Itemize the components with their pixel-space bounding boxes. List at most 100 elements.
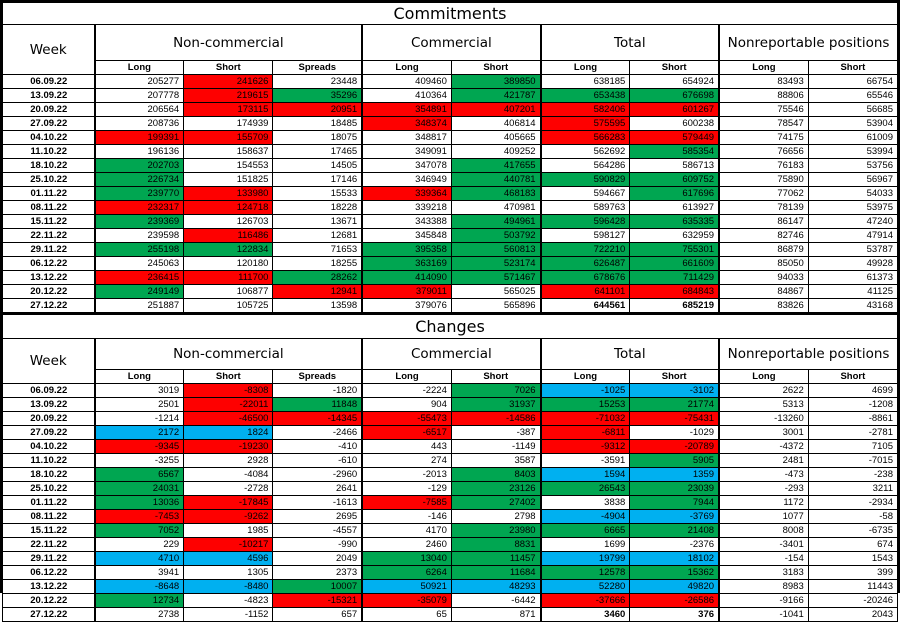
value-cell: 2373 [272, 565, 363, 580]
value-cell: 7026 [450, 383, 542, 398]
group-header-total: Total [539, 338, 720, 370]
value-cell: 174939 [183, 116, 274, 131]
week-cell: 11.10.22 [2, 453, 96, 468]
value-cell: 56967 [807, 172, 899, 187]
table-row: 06.12.22 245063 120180 18255 363169 523174 626… [2, 256, 899, 271]
value-cell: 53994 [807, 144, 899, 159]
subheader-nonrep-long: Long [718, 369, 809, 384]
subheader-comm-long: Long [361, 369, 452, 384]
value-cell: 23448 [272, 74, 363, 89]
value-cell: 1543 [807, 551, 899, 566]
value-cell: 4596 [183, 551, 274, 566]
value-cell: 49928 [807, 256, 899, 271]
value-cell: 585354 [629, 144, 720, 159]
value-cell: 8403 [450, 467, 542, 482]
value-cell: 1824 [183, 425, 274, 440]
value-cell: 47914 [807, 228, 899, 243]
value-cell: 105725 [183, 298, 274, 313]
week-cell: 06.12.22 [2, 565, 96, 580]
table-row: 20.09.22 -1214 -46500 -14345 -55473 -14586 -71… [2, 411, 899, 426]
value-cell: 638185 [539, 74, 631, 89]
value-cell: 239598 [93, 228, 185, 243]
value-cell: 11684 [450, 565, 542, 580]
subheader-comm-short: Short [450, 60, 542, 75]
value-cell: -26586 [629, 593, 720, 608]
value-cell: 122834 [183, 242, 274, 257]
subheader-nonrep-short: Short [807, 60, 899, 75]
value-cell: 617696 [629, 186, 720, 201]
value-cell: 349091 [361, 144, 452, 159]
value-cell: 47240 [807, 214, 899, 229]
value-cell: 409460 [361, 74, 452, 89]
value-cell: -4904 [539, 509, 631, 524]
value-cell: 50921 [361, 579, 452, 594]
value-cell: 173115 [183, 102, 274, 117]
table-row: 18.10.22 202703 154553 14505 347078 417655 564… [2, 158, 899, 173]
value-cell: -146 [361, 509, 452, 524]
value-cell: 76183 [718, 158, 809, 173]
value-cell: -1041 [718, 607, 809, 622]
value-cell: 7944 [629, 495, 720, 510]
value-cell: -2224 [361, 383, 452, 398]
value-cell: -9262 [183, 509, 274, 524]
value-cell: 379076 [361, 298, 452, 313]
value-cell: 596428 [539, 214, 631, 229]
value-cell: 470981 [450, 200, 542, 215]
value-cell: 3941 [93, 565, 185, 580]
value-cell: 582406 [539, 102, 631, 117]
changes-title: Changes [2, 313, 898, 339]
value-cell: 8831 [450, 537, 542, 552]
value-cell: 395358 [361, 242, 452, 257]
value-cell: 1985 [183, 523, 274, 538]
value-cell: -3401 [718, 537, 809, 552]
value-cell: 632959 [629, 228, 720, 243]
value-cell: 18228 [272, 200, 363, 215]
value-cell: 2460 [361, 537, 452, 552]
value-cell: 75546 [718, 102, 809, 117]
value-cell: 661609 [629, 256, 720, 271]
value-cell: 23126 [450, 481, 542, 496]
value-cell: -387 [450, 425, 542, 440]
week-cell: 29.11.22 [2, 551, 96, 566]
value-cell: 24031 [93, 481, 185, 496]
value-cell: -8308 [183, 383, 274, 398]
table-row: 27.12.22 251887 105725 13598 379076 565896 644… [2, 298, 899, 313]
value-cell: 421787 [450, 88, 542, 103]
table-row: 08.11.22 232317 124718 18228 339218 470981 589… [2, 200, 899, 215]
value-cell: 3211 [807, 481, 899, 496]
value-cell: 12681 [272, 228, 363, 243]
commitments-body: 06.09.22 205277 241626 23448 409460 389850 638… [2, 74, 899, 313]
commitments-title: Commitments [2, 2, 898, 25]
value-cell: 3587 [450, 453, 542, 468]
value-cell: 239369 [93, 214, 185, 229]
value-cell: -71032 [539, 411, 631, 426]
value-cell: 28262 [272, 270, 363, 285]
value-cell: 13040 [361, 551, 452, 566]
subheader-comm-short: Short [450, 369, 542, 384]
value-cell: 3001 [718, 425, 809, 440]
value-cell: -4084 [183, 467, 274, 482]
value-cell: 86147 [718, 214, 809, 229]
value-cell: -1149 [450, 439, 542, 454]
week-cell: 04.10.22 [2, 439, 96, 454]
value-cell: 410364 [361, 88, 452, 103]
week-cell: 20.09.22 [2, 411, 96, 426]
value-cell: 346949 [361, 172, 452, 187]
value-cell: 503792 [450, 228, 542, 243]
value-cell: -17845 [183, 495, 274, 510]
value-cell: 255198 [93, 242, 185, 257]
value-cell: 12578 [539, 565, 631, 580]
value-cell: 343388 [361, 214, 452, 229]
value-cell: -8861 [807, 411, 899, 426]
table-row: 25.10.22 24031 -2728 2641 -129 23126 26543 2303… [2, 481, 899, 496]
table-row: 13.12.22 236415 111700 28262 414090 571467 678… [2, 270, 899, 285]
value-cell: 249149 [93, 284, 185, 299]
value-cell: 13036 [93, 495, 185, 510]
value-cell: -129 [361, 481, 452, 496]
value-cell: 206564 [93, 102, 185, 117]
table-row: 15.11.22 7052 1985 -4557 4170 23980 6665 21408 8… [2, 523, 899, 538]
value-cell: -3591 [539, 453, 631, 468]
value-cell: 13671 [272, 214, 363, 229]
value-cell: 3460 [539, 607, 631, 622]
value-cell: -1152 [183, 607, 274, 622]
